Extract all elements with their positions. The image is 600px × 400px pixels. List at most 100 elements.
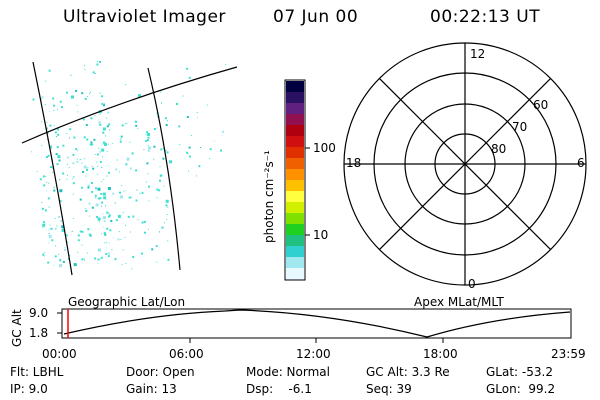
aurora-speckle — [66, 91, 68, 94]
aurora-speckle — [59, 259, 62, 262]
aurora-speckle — [165, 204, 168, 207]
aurora-speckle — [96, 173, 98, 175]
colorbar-label-100: 100 — [313, 141, 336, 155]
aurora-speckle — [56, 146, 59, 149]
aurora-speckle — [92, 167, 95, 170]
aurora-speckle — [64, 248, 66, 251]
aurora-speckle — [139, 193, 141, 194]
aurora-speckle — [145, 134, 147, 136]
aurora-speckle — [97, 166, 99, 167]
aurora-speckle — [48, 242, 49, 244]
aurora-speckle — [107, 255, 110, 258]
aurora-speckle — [42, 253, 45, 256]
aurora-speckle — [50, 166, 53, 168]
aurora-speckle — [117, 214, 121, 218]
colorbar-band — [286, 147, 304, 159]
aurora-speckle — [49, 228, 51, 230]
aurora-speckle — [156, 188, 159, 191]
aurora-speckle — [102, 218, 104, 220]
aurora-speckle — [90, 117, 93, 120]
aurora-speckle — [41, 201, 43, 203]
aurora-speckle — [99, 151, 101, 153]
aurora-speckle — [32, 98, 35, 101]
aurora-speckle — [62, 260, 65, 263]
aurora-speckle — [70, 74, 72, 76]
aurora-speckle — [77, 111, 79, 113]
aurora-speckle — [81, 92, 84, 95]
aurora-speckle — [50, 227, 53, 230]
aurora-speckle — [99, 113, 101, 115]
aurora-speckle — [166, 151, 169, 154]
aurora-speckle — [105, 205, 106, 207]
aurora-speckle — [101, 102, 104, 105]
aurora-speckle — [137, 219, 139, 221]
colorbar-band — [286, 169, 304, 181]
aurora-speckle — [145, 181, 147, 183]
aurora-speckle — [58, 159, 61, 162]
polar-lat-70: 70 — [512, 120, 528, 134]
aurora-speckle — [108, 123, 111, 126]
colorbar-band — [286, 268, 304, 280]
aurora-speckle — [105, 135, 107, 137]
aurora-speckle — [89, 215, 91, 217]
aurora-speckle — [87, 96, 89, 97]
aurora-speckle — [141, 221, 144, 224]
aurora-speckle — [88, 233, 91, 236]
colorbar-band — [286, 92, 304, 104]
aurora-speckle — [102, 156, 103, 158]
aurora-speckle — [52, 97, 55, 100]
aurora-speckle — [102, 226, 104, 228]
aurora-speckle — [89, 234, 92, 237]
aurora-speckle — [108, 252, 110, 255]
colorbar-band — [286, 136, 304, 148]
aurora-speckle — [186, 151, 188, 154]
aurora-speckle — [102, 213, 104, 215]
aurora-speckle — [103, 196, 107, 200]
aurora-speckle — [112, 237, 114, 239]
aurora-speckle — [107, 215, 110, 218]
gc-altitude-plot — [57, 308, 572, 343]
aurora-speckle — [115, 168, 118, 171]
aurora-speckle — [87, 186, 90, 189]
aurora-speckle — [112, 192, 115, 195]
aurora-speckle — [82, 118, 85, 121]
aurora-speckle — [41, 96, 44, 99]
aurora-speckle — [131, 152, 134, 155]
aurora-speckle — [59, 179, 61, 181]
colorbar-band — [286, 125, 304, 137]
colorbar-unit-label: photon cm⁻²s⁻¹ — [262, 150, 276, 243]
aurora-speckle — [90, 91, 91, 93]
aurora-speckle — [100, 193, 103, 195]
aurora-speckle — [128, 196, 131, 199]
aurora-speckle — [167, 120, 168, 122]
aurora-speckle — [49, 206, 51, 208]
aurora-speckle — [45, 190, 47, 192]
altitude-frame — [61, 308, 572, 339]
aurora-speckle — [124, 190, 126, 192]
aurora-speckle — [101, 144, 103, 146]
aurora-speckle — [156, 127, 158, 129]
aurora-speckle — [196, 117, 198, 119]
aurora-speckle — [55, 245, 57, 247]
aurora-speckle — [68, 137, 70, 139]
aurora-speckle — [165, 124, 168, 126]
aurora-speckle — [59, 189, 63, 193]
aurora-speckle — [187, 153, 189, 155]
aurora-speckle — [153, 158, 155, 160]
aurora-speckle — [54, 255, 57, 258]
aurora-speckle — [135, 124, 138, 127]
aurora-speckle — [83, 136, 86, 139]
aurora-speckle — [49, 224, 51, 226]
aurora-speckle — [104, 103, 106, 105]
aurora-speckle — [135, 120, 137, 123]
aurora-speckle — [100, 256, 103, 259]
aurora-speckle — [77, 234, 80, 237]
status-door: Door: Open — [126, 365, 195, 379]
aurora-speckle — [81, 186, 84, 189]
aurora-speckle — [82, 171, 85, 173]
aurora-speckle — [129, 141, 131, 143]
aurora-speckle — [84, 158, 86, 160]
aurora-speckle — [91, 165, 93, 167]
aurora-speckle — [81, 244, 83, 246]
aurora-speckle — [43, 184, 46, 187]
